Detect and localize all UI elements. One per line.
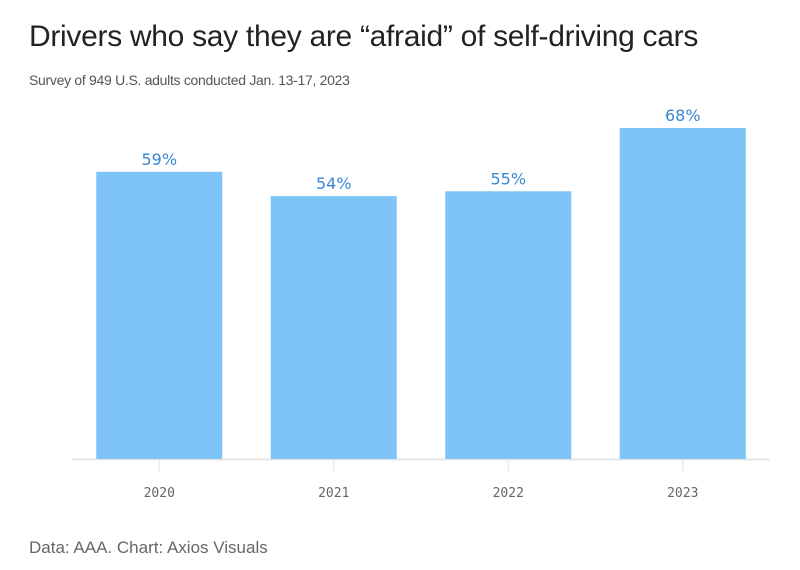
x-tick-label-2021: 2021	[318, 486, 349, 501]
bar-2023	[619, 128, 746, 459]
chart-title: Drivers who say they are “afraid” of sel…	[29, 20, 699, 53]
x-tick-label-2023: 2023	[667, 486, 698, 501]
data-label-2021: 54%	[316, 174, 352, 193]
bar-2021	[270, 196, 397, 459]
bar-2022	[445, 191, 572, 459]
chart-subtitle: Survey of 949 U.S. adults conducted Jan.…	[29, 72, 350, 88]
data-label-2022: 55%	[490, 169, 526, 188]
x-tick-label-2020: 2020	[144, 486, 175, 501]
chart-source: Data: AAA. Chart: Axios Visuals	[29, 538, 268, 557]
data-label-2023: 68%	[665, 106, 701, 125]
data-label-2020: 59%	[141, 150, 177, 169]
bar-2020	[96, 171, 223, 459]
x-tick-label-2022: 2022	[493, 486, 524, 501]
